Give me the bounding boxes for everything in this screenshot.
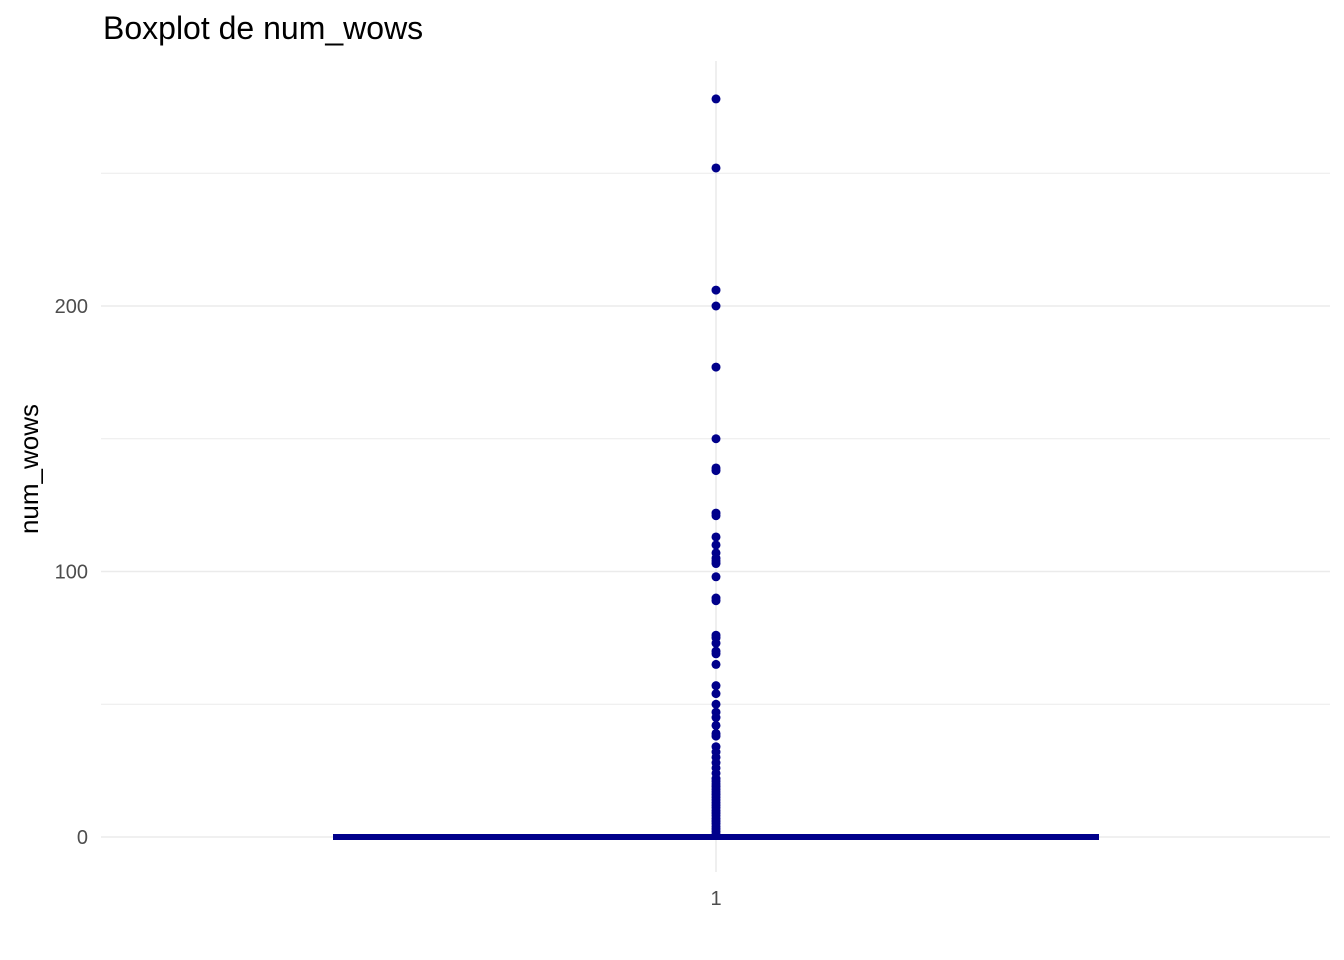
outlier-point xyxy=(711,463,721,473)
tick-labels: 0 100 200 1 xyxy=(55,296,722,910)
y-tick-label: 100 xyxy=(55,562,88,584)
outlier-point xyxy=(711,720,721,730)
outlier-point xyxy=(711,630,721,640)
outlier-point xyxy=(711,593,721,603)
outlier-points xyxy=(711,94,721,839)
outlier-point xyxy=(711,362,721,372)
x-tick-label: 1 xyxy=(710,888,721,910)
y-tick-label: 200 xyxy=(55,296,88,318)
outlier-point xyxy=(711,742,721,752)
outlier-point xyxy=(711,689,721,699)
outlier-point xyxy=(711,163,721,173)
outlier-point xyxy=(711,659,721,669)
outlier-point xyxy=(711,540,721,550)
outlier-point xyxy=(711,94,721,104)
outlier-point xyxy=(711,532,721,542)
y-axis-title: num_wows xyxy=(14,404,44,534)
outlier-point xyxy=(711,508,721,518)
outlier-point xyxy=(711,699,721,709)
outlier-point xyxy=(711,728,721,738)
outlier-point xyxy=(711,301,721,311)
outlier-point xyxy=(711,285,721,295)
chart-title: Boxplot de num_wows xyxy=(103,10,424,46)
outlier-point xyxy=(711,646,721,656)
y-tick-label: 0 xyxy=(77,827,88,849)
outlier-point xyxy=(711,707,721,717)
outlier-point xyxy=(711,681,721,691)
outlier-point xyxy=(711,434,721,444)
outlier-point xyxy=(711,548,721,558)
outlier-point xyxy=(711,572,721,582)
